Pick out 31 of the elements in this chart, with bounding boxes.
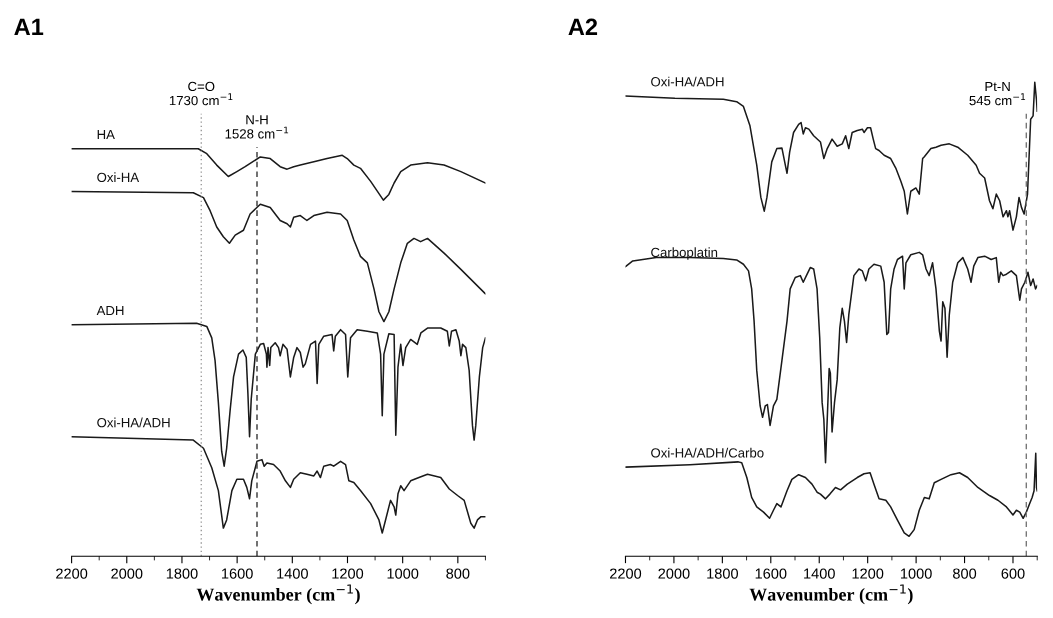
- x-tick-label: 2200: [56, 568, 88, 579]
- series-label: Oxi-HA/ADH/Carbo: [651, 447, 764, 458]
- x-tick-label: 1000: [387, 568, 419, 579]
- series-label: ADH: [96, 306, 124, 316]
- x-tick-label: 1200: [332, 568, 364, 579]
- x-tick-label: 2000: [111, 568, 143, 579]
- x-tick-label: 600: [1001, 568, 1025, 579]
- chart-title: A1: [14, 18, 44, 35]
- ref-line-label: Pt-N 545 cm$^{−1}$: [969, 81, 1026, 106]
- ref-line-label: N-H 1528 cm$^{−1}$: [225, 115, 289, 139]
- x-axis-title: Wavenumber (cm$^{−1}$): [749, 584, 913, 605]
- x-tick-label: 1200: [852, 568, 884, 579]
- x-tick-label: 800: [953, 568, 977, 579]
- x-tick-label: 1400: [277, 568, 308, 579]
- series-label: Oxi-HA/ADH: [651, 76, 724, 87]
- x-tick-label: 1400: [804, 568, 835, 579]
- x-tick-label: 1800: [707, 568, 739, 579]
- x-tick-label: 1000: [901, 568, 932, 579]
- x-axis-title: Wavenumber (cm$^{−1}$): [196, 584, 360, 605]
- series-label: Oxi-HA: [97, 172, 140, 183]
- x-tick-label: 1600: [755, 568, 787, 579]
- x-tick-label: 800: [446, 568, 470, 579]
- series-label: HA: [97, 130, 115, 140]
- series-label: Carboplatin: [651, 247, 718, 260]
- x-tick-label: 1600: [222, 568, 253, 579]
- chart-title: A2: [568, 18, 598, 35]
- x-tick-label: 2200: [610, 568, 642, 579]
- x-tick-label: 2000: [658, 568, 690, 579]
- series-label: Oxi-HA/ADH: [97, 417, 170, 428]
- ref-line-label: C=O 1730 cm$^{−1}$: [169, 81, 233, 106]
- x-tick-label: 1800: [166, 568, 198, 579]
